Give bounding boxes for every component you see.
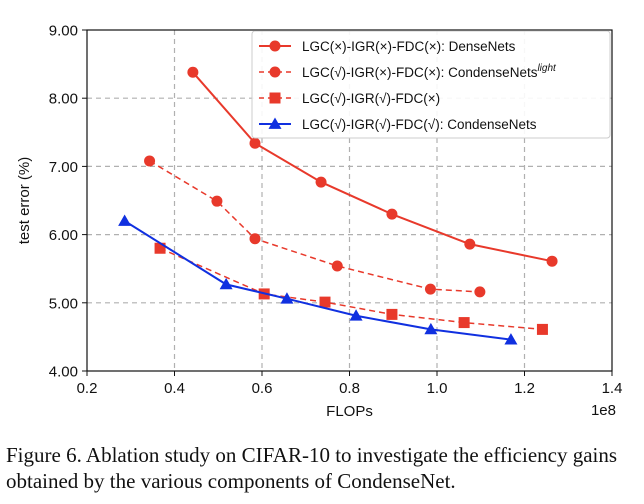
data-point bbox=[315, 176, 327, 188]
series-3 bbox=[118, 214, 518, 345]
data-point bbox=[249, 233, 261, 245]
data-point bbox=[504, 333, 518, 345]
x-tick-label: 0.8 bbox=[339, 380, 360, 397]
series-line bbox=[124, 220, 512, 341]
data-point bbox=[249, 137, 261, 149]
data-point bbox=[546, 255, 558, 267]
data-point bbox=[424, 283, 436, 295]
y-tick-label: 9.00 bbox=[49, 23, 78, 40]
y-tick-label: 5.00 bbox=[49, 295, 78, 312]
series-1 bbox=[144, 155, 486, 298]
y-tick-label: 7.00 bbox=[49, 159, 78, 176]
series-line bbox=[149, 160, 480, 293]
y-tick-label: 6.00 bbox=[49, 227, 78, 244]
x-tick-label: 1.0 bbox=[427, 380, 448, 397]
figure-caption: Figure 6. Ablation study on CIFAR-10 to … bbox=[6, 443, 618, 493]
data-point bbox=[458, 317, 470, 329]
legend-marker bbox=[269, 40, 281, 52]
y-tick-label: 4.00 bbox=[49, 364, 78, 381]
chart: 0.2 0.4 0.6 0.8 1.0 1.2 1.4 4.00 5.00 6.00 7.00 8.0… bbox=[16, 23, 623, 421]
series-2 bbox=[154, 242, 548, 335]
data-point bbox=[386, 208, 398, 220]
legend-label-superscript: light bbox=[537, 63, 557, 74]
data-point bbox=[280, 292, 294, 304]
series-line bbox=[159, 247, 543, 331]
data-point bbox=[331, 260, 343, 272]
data-point bbox=[536, 323, 548, 335]
data-point bbox=[144, 155, 156, 167]
legend-marker bbox=[269, 66, 281, 78]
data-point bbox=[187, 66, 199, 78]
y-tick-label: 8.00 bbox=[49, 91, 78, 108]
data-point bbox=[424, 322, 438, 335]
legend-label: LGC(×)-IGR(×)-FDC(×): DenseNets bbox=[302, 39, 516, 54]
data-point bbox=[154, 242, 166, 254]
legend: LGC(×)-IGR(×)-FDC(×): DenseNets LGC(√)-IG… bbox=[251, 30, 611, 139]
data-point bbox=[386, 308, 398, 320]
y-axis-label: test error (%) bbox=[16, 157, 33, 245]
x-tick-label: 0.2 bbox=[77, 380, 98, 397]
data-point bbox=[349, 309, 363, 321]
data-point bbox=[118, 214, 132, 226]
x-axis-label: FLOPs bbox=[326, 403, 373, 420]
x-tick-label: 0.6 bbox=[252, 380, 273, 397]
legend-marker bbox=[269, 92, 281, 104]
x-axis-offset-text: 1e8 bbox=[591, 402, 616, 419]
data-point bbox=[464, 238, 476, 250]
series-0 bbox=[187, 66, 558, 267]
legend-box bbox=[251, 30, 611, 139]
legend-item: LGC(√)-IGR(√)-FDC(√): CondenseNets bbox=[259, 117, 537, 132]
axis-ticks: 0.2 0.4 0.6 0.8 1.0 1.2 1.4 4.00 5.00 6.00 7.00 8.0… bbox=[49, 23, 623, 398]
legend-item: LGC(×)-IGR(×)-FDC(×): DenseNets bbox=[259, 39, 516, 54]
legend-label: LGC(√)-IGR(√)-FDC(×) bbox=[302, 91, 440, 106]
data-point bbox=[319, 296, 331, 308]
x-tick-label: 1.4 bbox=[602, 380, 623, 397]
data-point bbox=[474, 286, 486, 298]
x-tick-label: 1.2 bbox=[514, 380, 535, 397]
legend-item: LGC(√)-IGR(√)-FDC(×) bbox=[259, 91, 440, 106]
x-tick-label: 0.4 bbox=[164, 380, 185, 397]
legend-label: LGC(√)-IGR(√)-FDC(√): CondenseNets bbox=[302, 117, 537, 132]
legend-marker bbox=[268, 117, 282, 129]
data-point bbox=[219, 277, 233, 290]
legend-label: LGC(√)-IGR(×)-FDC(×): CondenseNetslight bbox=[302, 63, 557, 80]
series-line bbox=[192, 71, 553, 263]
data-point bbox=[211, 195, 223, 207]
legend-item: LGC(√)-IGR(×)-FDC(×): CondenseNetslight bbox=[259, 63, 557, 80]
series-layer bbox=[118, 66, 558, 345]
